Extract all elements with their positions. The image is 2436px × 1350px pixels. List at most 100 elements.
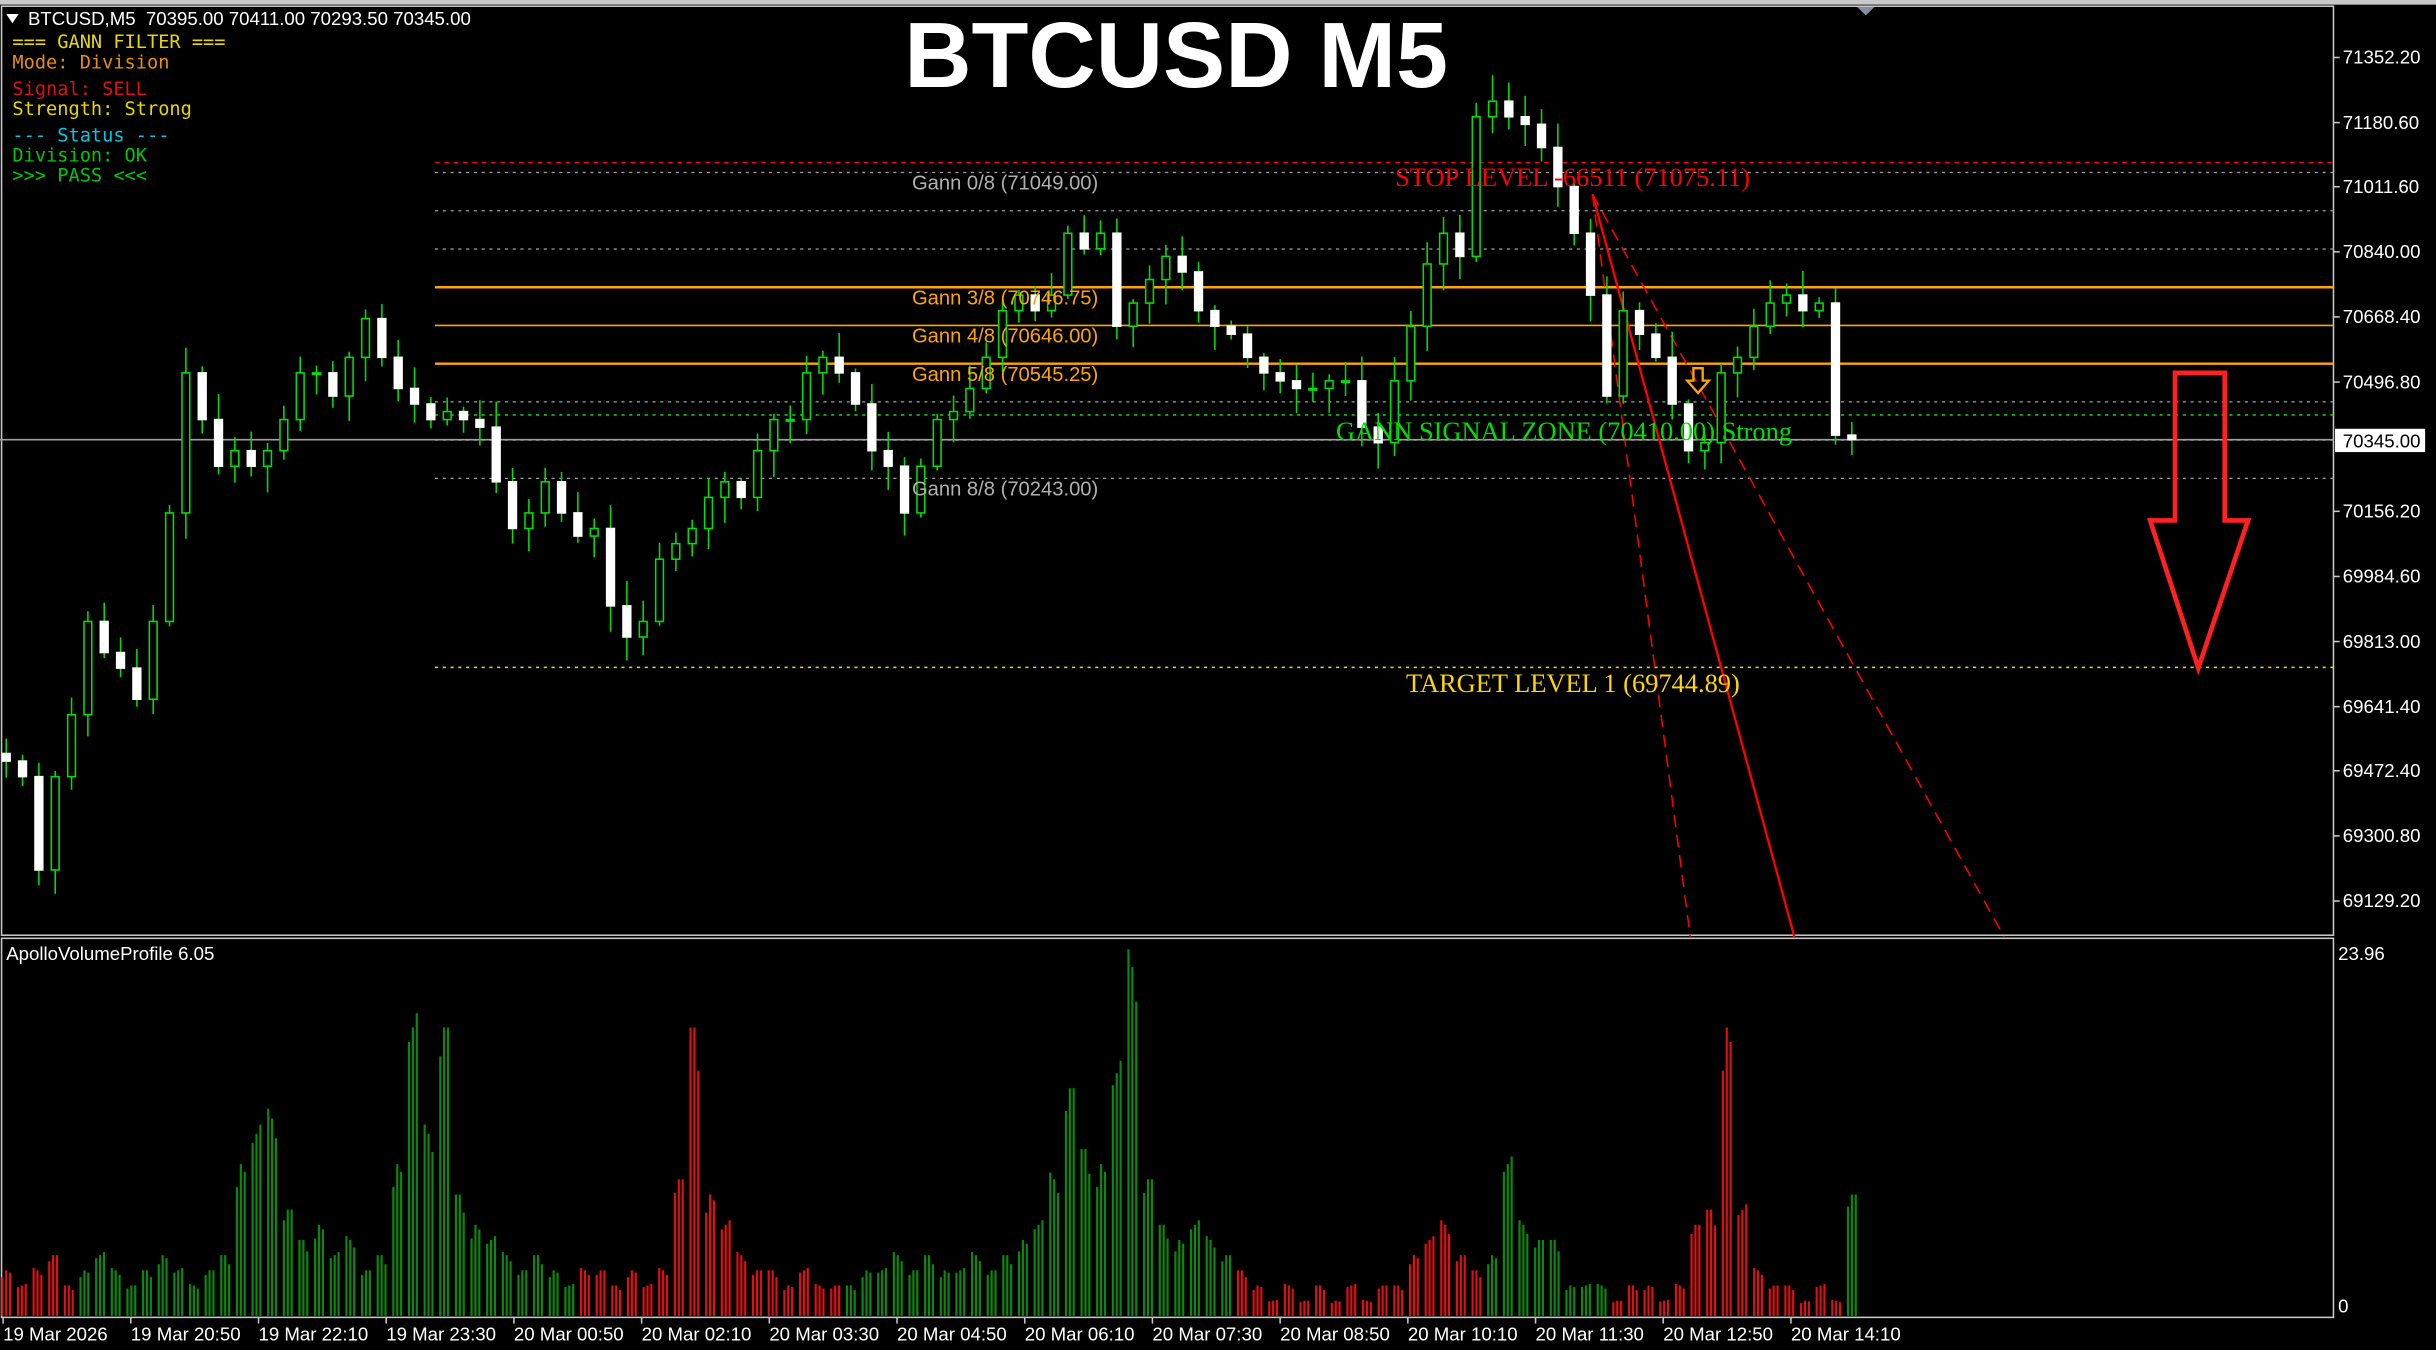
gann-level-label: Gann 5/8 (70545.25)	[912, 364, 1098, 386]
candle-bull	[752, 449, 763, 499]
price-tick-label: 71352.20	[2343, 47, 2421, 68]
candle-bear	[1455, 232, 1465, 258]
time-tick-label: 20 Mar 00:50	[514, 1324, 624, 1345]
candle-bear	[1, 752, 11, 762]
candle-bull	[1732, 356, 1743, 374]
filter-mode: Mode: Division	[12, 52, 169, 73]
candle-bull	[181, 372, 191, 514]
time-tick-label: 20 Mar 02:10	[642, 1324, 752, 1345]
candle-bull	[279, 418, 289, 452]
candle-bull	[785, 418, 795, 422]
time-tick-label: 20 Mar 03:30	[769, 1324, 879, 1345]
price-tick-label: 69129.20	[2343, 890, 2421, 911]
candle-bull	[83, 620, 93, 716]
candle-bear	[899, 465, 910, 514]
candle-bear	[458, 410, 469, 421]
candle-bull	[1765, 302, 1775, 327]
filter-signal: Signal: SELL	[12, 79, 147, 100]
candle-bull	[442, 410, 452, 421]
candle-bull	[148, 620, 158, 700]
candle-bull	[1487, 100, 1498, 118]
candle-bull	[965, 387, 975, 413]
candle-bear	[622, 605, 632, 638]
level-labels: STOP LEVEL -66511 (71075.11) Gann 0/8 (71…	[912, 162, 1792, 698]
candle-bear	[1210, 309, 1220, 327]
price-axis[interactable]: 71352.20 71180.60 71011.60 70840.00 70668.40…	[2333, 47, 2420, 912]
candle-bear	[213, 418, 224, 468]
candle-bear	[1569, 185, 1579, 235]
signal-down-arrow-icon	[1684, 367, 1712, 395]
candle-bull	[801, 372, 812, 421]
current-price-label: 70345.00	[2343, 430, 2421, 451]
volume-bars	[1, 949, 1857, 1316]
scroll-marker-icon[interactable]	[1856, 6, 1876, 16]
candle-bull	[1063, 232, 1073, 296]
candle-bear	[1242, 333, 1253, 359]
time-axis[interactable]: 19 Mar 2026 19 Mar 20:50 19 Mar 22:10 19 Ma…	[2, 1317, 1901, 1345]
candle-bull	[1389, 380, 1400, 444]
candle-bull	[769, 418, 779, 452]
candle-bull	[1422, 263, 1432, 327]
sell-arrow-icon	[2146, 370, 2252, 676]
collapse-triangle-icon[interactable]	[6, 13, 19, 24]
candle-bear	[736, 481, 746, 499]
candle-bear	[409, 387, 420, 405]
candle-bear	[1357, 380, 1367, 428]
price-tick-label: 70496.80	[2343, 371, 2421, 392]
candle-bull	[703, 496, 714, 530]
candle-bull	[1340, 380, 1351, 384]
candle-bear	[1667, 356, 1677, 405]
candle-bear	[1634, 309, 1645, 335]
candle-bull	[295, 372, 305, 421]
candle-bull	[1618, 309, 1628, 397]
time-tick-label: 19 Mar 2026	[3, 1324, 108, 1345]
time-tick-label: 19 Mar 22:10	[259, 1324, 369, 1345]
candle-bull	[1814, 302, 1824, 312]
price-tick-label: 69300.80	[2343, 825, 2421, 846]
candle-bull	[1471, 115, 1481, 258]
main-chart-panel	[0, 5, 2335, 936]
candle-bull	[654, 558, 665, 623]
candle-bear	[1504, 100, 1514, 118]
candle-bull	[1161, 255, 1171, 281]
candle-bull	[360, 317, 371, 359]
candle-bull	[1046, 294, 1057, 312]
price-tick-label: 70840.00	[2343, 241, 2421, 262]
candle-bear	[883, 449, 893, 468]
status-title: --- Status ---	[12, 125, 169, 146]
time-tick-label: 20 Mar 12:50	[1663, 1324, 1773, 1345]
price-tick-label: 69641.40	[2343, 696, 2421, 717]
target-level-label: TARGET LEVEL 1 (69744.89)	[1406, 668, 1740, 698]
candle-bear	[1798, 294, 1808, 312]
candle-bull	[1324, 380, 1334, 390]
time-tick-label: 20 Mar 04:50	[897, 1324, 1007, 1345]
candle-bull	[1308, 387, 1318, 391]
time-tick-label: 20 Mar 07:30	[1152, 1324, 1262, 1345]
price-tick-label: 70668.40	[2343, 306, 2421, 327]
gann-level-label: Gann 3/8 (70746.75)	[912, 287, 1098, 309]
candle-bear	[507, 481, 518, 530]
candle-bear	[850, 372, 861, 405]
status-pass: >>> PASS <<<	[12, 166, 147, 187]
candle-bear	[1602, 294, 1612, 397]
candle-bear	[834, 356, 844, 374]
candle-bear	[1683, 403, 1694, 452]
status-division: Division: OK	[12, 146, 147, 167]
candle-bull	[1700, 441, 1710, 452]
candle-bull	[638, 620, 648, 638]
candle-bear	[377, 317, 387, 359]
candle-bull	[230, 449, 240, 468]
candle-bear	[1536, 123, 1547, 149]
time-tick-label: 20 Mar 08:50	[1280, 1324, 1390, 1345]
candle-bull	[262, 449, 273, 468]
volume-panel	[0, 937, 2335, 1319]
candle-bull	[720, 481, 730, 499]
gann-filter-panel: === GANN FILTER === Mode: Division Signa…	[12, 32, 225, 187]
candle-bear	[197, 372, 207, 421]
gann-level-label: Gann 4/8 (70646.00)	[912, 326, 1098, 348]
candle-bear	[1520, 115, 1530, 126]
candle-bear	[1030, 294, 1040, 312]
volume-max-label: 23.96	[2338, 943, 2385, 964]
time-tick-label: 20 Mar 11:30	[1536, 1324, 1644, 1345]
